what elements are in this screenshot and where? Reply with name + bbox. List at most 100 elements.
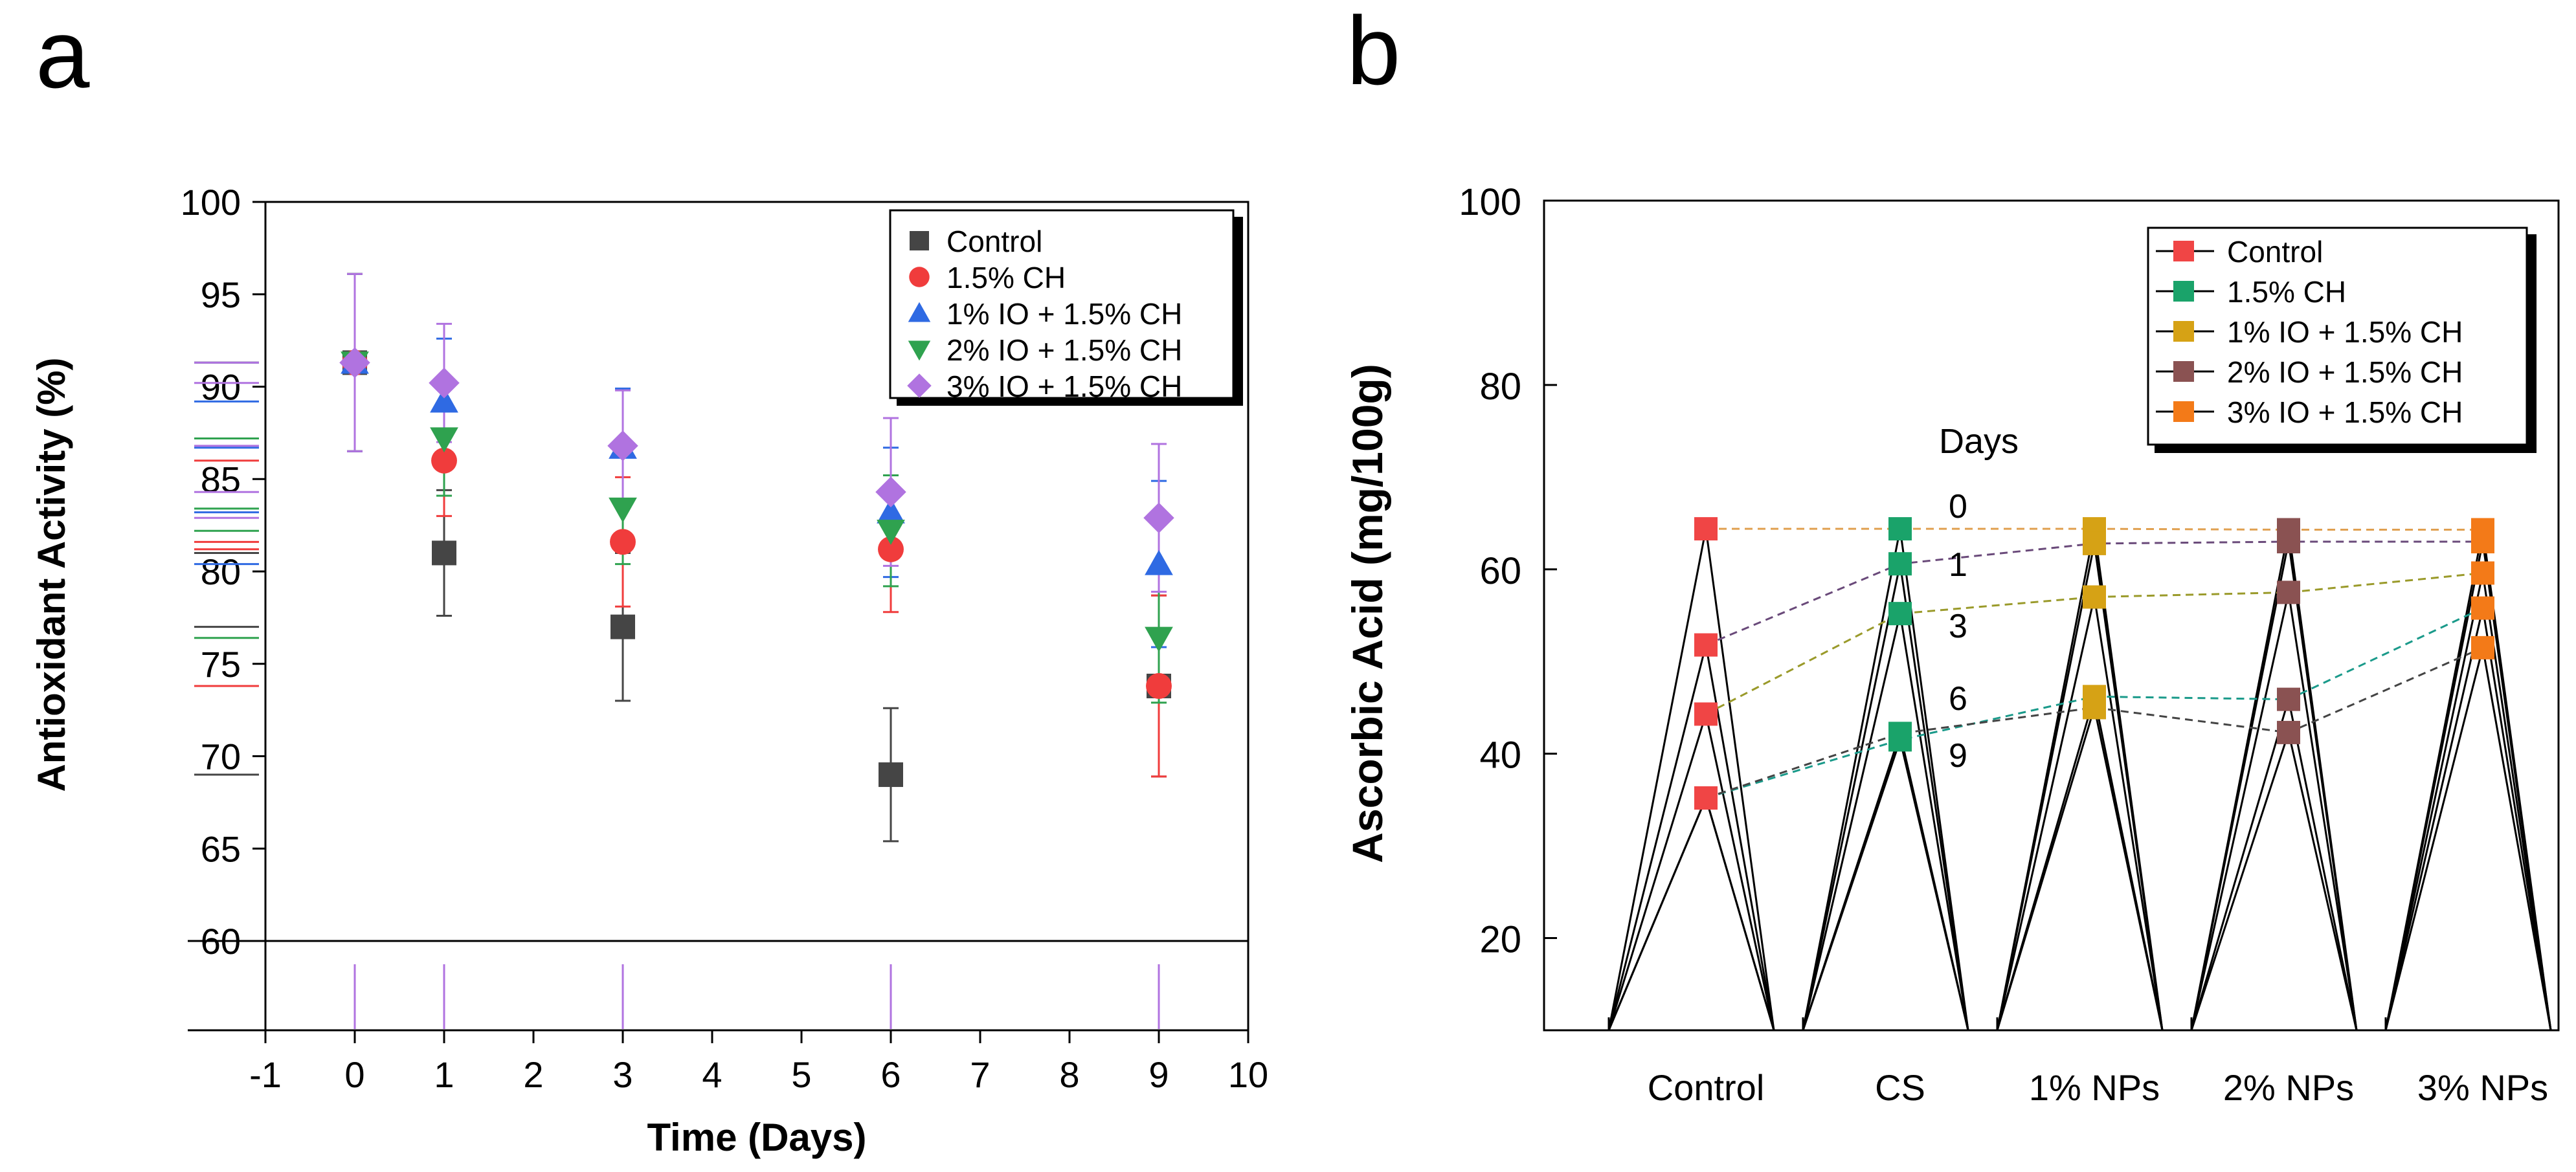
panel-b-category-label: 3% NPs	[2417, 1067, 2548, 1108]
panel-a-point	[878, 536, 904, 562]
panel-b-spike-line	[2287, 732, 2358, 1031]
panel-b-trend-line	[1705, 647, 2483, 799]
panel-a-x-tick-label: 10	[1228, 1054, 1268, 1095]
panel-b-point	[2471, 561, 2494, 585]
panel-a-x-axis-label: Time (Days)	[647, 1116, 866, 1159]
panel-b-spike-line	[2190, 592, 2290, 1031]
panel-a-point	[607, 430, 638, 461]
panel-a-y-tick-label: 65	[201, 828, 241, 869]
panel-a-point	[430, 387, 458, 413]
panel-b-spike-line	[2481, 647, 2552, 1031]
panel-b-day-label: 3	[1949, 608, 1967, 645]
panel-a-y-axis-label: Antioxidant Activity (%)	[30, 357, 73, 791]
panel-b-legend-marker	[2173, 321, 2194, 342]
panel-b-category-label: Control	[1648, 1067, 1765, 1108]
panel-b-point	[1694, 702, 1718, 726]
panel-a-x-tick-label: 6	[880, 1054, 901, 1095]
panel-b-point	[2277, 687, 2300, 711]
panel-b-day-label: 6	[1949, 680, 1967, 718]
panel-a-point	[879, 762, 903, 788]
panel-a-point	[877, 498, 905, 524]
panel-b-spike-line	[1899, 564, 1969, 1031]
panel-a-x-tick-label: 1	[434, 1054, 454, 1095]
panel-a-label: a	[36, 0, 90, 108]
panel-b-y-tick-label: 20	[1479, 919, 1521, 961]
panel-b-spike-line	[1899, 613, 1969, 1031]
panel-b-category-label: 2% NPs	[2223, 1067, 2354, 1108]
panel-a-legend-marker	[908, 302, 931, 322]
panel-b-spike-line	[2384, 647, 2484, 1031]
panel-a-point	[875, 476, 906, 507]
panel-a-point	[1145, 626, 1173, 652]
panel-b-point	[1694, 517, 1718, 541]
panel-a-point	[1146, 673, 1172, 699]
panel-b-category-label: CS	[1875, 1067, 1925, 1108]
panel-a-x-tick-label: 0	[344, 1054, 364, 1095]
panel-b-spike-line	[2190, 732, 2290, 1031]
panel-b-label: b	[1347, 0, 1400, 105]
panel-a-y-tick-label: 95	[201, 274, 241, 315]
panel-b-spike-line	[1705, 714, 1775, 1031]
panel-b-spike-line	[2481, 608, 2552, 1031]
panel-a-x-tick-label: 3	[612, 1054, 633, 1095]
panel-b-legend-marker	[2173, 241, 2194, 261]
panel-b-trend-line	[1705, 571, 2483, 715]
panel-b-spike-line	[2384, 608, 2484, 1031]
panel-b-y-tick-label: 60	[1479, 550, 1521, 592]
panel-b-spike-line	[1996, 543, 2096, 1031]
panel-b-point	[2471, 596, 2494, 620]
panel-b-spike-line	[1607, 713, 1707, 1031]
panel-b-spike-line	[2287, 699, 2358, 1031]
panel-b-legend-marker	[2173, 281, 2194, 302]
panel-b-spike-line	[1705, 528, 1775, 1031]
panel-b-spike-line	[1802, 563, 1901, 1031]
panel-b-spike-line	[2093, 543, 2164, 1031]
panel-b-legend-marker	[2173, 401, 2194, 422]
panel-b-point	[2083, 531, 2106, 555]
panel-a-x-tick-label: -1	[249, 1054, 282, 1095]
panel-a-point	[609, 497, 637, 523]
panel-a-point	[610, 614, 635, 639]
panel-a-y-tick-label: 70	[201, 736, 241, 777]
panel-a-y-tick-label: 100	[181, 182, 241, 223]
panel-a-point	[339, 347, 370, 379]
panel-b-legend-marker	[2173, 361, 2194, 382]
panel-a-legend-marker	[907, 373, 932, 398]
panel-b-days-title: Days	[1939, 422, 2019, 461]
panel-b-spike-line	[2093, 707, 2164, 1031]
panel-a-legend-label: Control	[946, 225, 1042, 258]
panel-a-point	[432, 540, 456, 566]
panel-b-point	[1888, 552, 1912, 576]
panel-b-spike-line	[2287, 541, 2358, 1031]
panel-b-spike-line	[1705, 797, 1775, 1031]
panel-b-category-label: 1% NPs	[2029, 1067, 2160, 1108]
panel-b-legend-label: 1.5% CH	[2227, 275, 2346, 309]
panel-a-point	[610, 529, 636, 555]
panel-b-spike-line	[1802, 613, 1901, 1031]
panel-b-legend-label: 3% IO + 1.5% CH	[2227, 395, 2463, 429]
panel-b-plot-frame	[1543, 199, 2560, 1032]
panel-b-point	[1694, 633, 1718, 657]
panel-b-point	[1888, 602, 1912, 626]
panel-b-point	[1888, 517, 1912, 541]
panel-b-spike-line	[1607, 528, 1707, 1031]
panel-b-point	[1888, 722, 1912, 746]
panel-a-y-tick-label: 80	[201, 551, 241, 592]
panel-b-spike-line	[2384, 541, 2484, 1031]
panel-a-point	[1143, 502, 1174, 533]
panel-a-y-tick-label: 85	[201, 459, 241, 500]
panel-b-spike-line	[2190, 541, 2290, 1031]
panel-a-point	[1145, 549, 1173, 575]
panel-b-point	[2083, 585, 2106, 609]
panel-b-spike-line	[2384, 573, 2484, 1031]
panel-b-day-label: 1	[1949, 546, 1967, 584]
panel-b-point	[2277, 720, 2300, 744]
panel-b-legend	[2147, 227, 2528, 446]
panel-b-point	[2277, 530, 2300, 554]
panel-a-legend-label: 2% IO + 1.5% CH	[946, 333, 1182, 367]
panel-a-point	[429, 368, 460, 399]
panel-b-spike-line	[1607, 645, 1707, 1031]
panel-b-y-tick-label: 100	[1459, 181, 1521, 223]
panel-a-legend-label: 1% IO + 1.5% CH	[946, 297, 1182, 331]
